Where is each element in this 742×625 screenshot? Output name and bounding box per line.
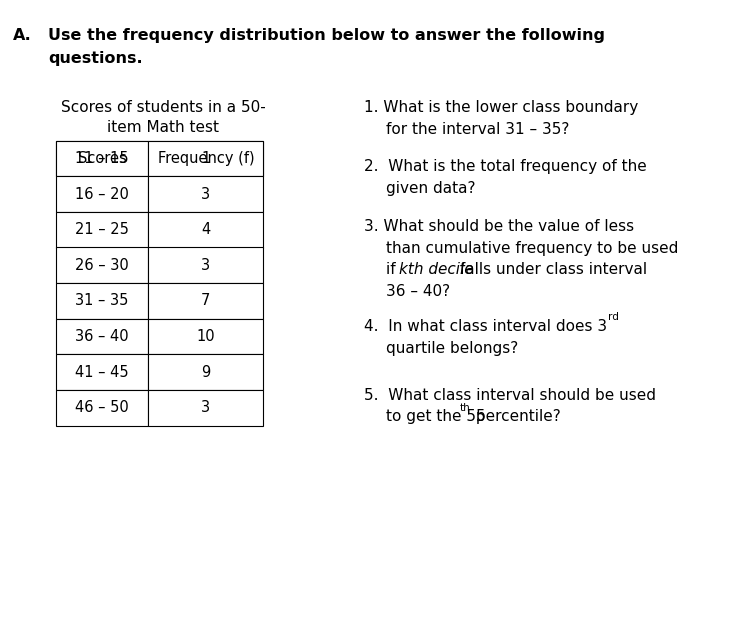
Text: falls under class interval: falls under class interval — [455, 262, 647, 278]
Text: Frequency (f): Frequency (f) — [157, 151, 255, 166]
Text: 3: 3 — [201, 258, 211, 272]
Bar — [56, 141, 148, 176]
Text: 3: 3 — [201, 186, 211, 201]
Text: than cumulative frequency to be used: than cumulative frequency to be used — [386, 241, 678, 256]
Text: Scores: Scores — [78, 151, 126, 166]
Text: given data?: given data? — [386, 181, 476, 196]
Text: Use the frequency distribution below to answer the following: Use the frequency distribution below to … — [48, 28, 605, 43]
Text: percentile?: percentile? — [471, 409, 561, 424]
Text: 3. What should be the value of less: 3. What should be the value of less — [364, 219, 634, 234]
Text: 3: 3 — [201, 401, 211, 416]
Text: 11 – 15: 11 – 15 — [75, 151, 129, 166]
Bar — [148, 141, 263, 176]
Bar — [148, 390, 263, 426]
Text: 36 – 40: 36 – 40 — [75, 329, 129, 344]
Text: to get the 55: to get the 55 — [386, 409, 485, 424]
Bar — [56, 212, 148, 248]
Text: 1: 1 — [201, 151, 211, 166]
Bar — [148, 354, 263, 390]
Text: 5.  What class interval should be used: 5. What class interval should be used — [364, 388, 656, 402]
Text: 10: 10 — [197, 329, 215, 344]
Bar — [56, 248, 148, 283]
Text: rd: rd — [608, 312, 620, 322]
Text: 4.  In what class interval does 3: 4. In what class interval does 3 — [364, 319, 607, 334]
Text: for the interval 31 – 35?: for the interval 31 – 35? — [386, 122, 569, 137]
Text: 9: 9 — [201, 364, 211, 380]
Text: item Math test: item Math test — [108, 120, 219, 135]
Bar — [56, 354, 148, 390]
Text: 21 – 25: 21 – 25 — [75, 222, 129, 237]
Text: quartile belongs?: quartile belongs? — [386, 341, 518, 356]
Text: 16 – 20: 16 – 20 — [75, 186, 129, 201]
Text: 1. What is the lower class boundary: 1. What is the lower class boundary — [364, 100, 638, 115]
Bar — [148, 248, 263, 283]
Text: 2.  What is the total frequency of the: 2. What is the total frequency of the — [364, 159, 646, 174]
Text: questions.: questions. — [48, 51, 143, 66]
Text: 26 – 30: 26 – 30 — [75, 258, 129, 272]
Text: Scores of students in a 50-: Scores of students in a 50- — [61, 100, 266, 115]
Text: th: th — [460, 403, 470, 413]
Text: 31 – 35: 31 – 35 — [76, 293, 128, 308]
Bar — [56, 319, 148, 354]
Bar — [56, 141, 148, 176]
Text: 46 – 50: 46 – 50 — [75, 401, 129, 416]
Bar — [56, 176, 148, 212]
Text: 36 – 40?: 36 – 40? — [386, 284, 450, 299]
Bar — [56, 390, 148, 426]
Bar — [148, 212, 263, 248]
Text: 7: 7 — [201, 293, 211, 308]
Bar — [148, 283, 263, 319]
Text: if: if — [386, 262, 401, 278]
Text: 4: 4 — [201, 222, 211, 237]
Bar — [148, 141, 263, 176]
Text: kth decile: kth decile — [399, 262, 474, 278]
Bar — [148, 176, 263, 212]
Bar — [56, 283, 148, 319]
Text: A.: A. — [13, 28, 32, 43]
Text: 41 – 45: 41 – 45 — [75, 364, 129, 380]
Bar — [148, 319, 263, 354]
